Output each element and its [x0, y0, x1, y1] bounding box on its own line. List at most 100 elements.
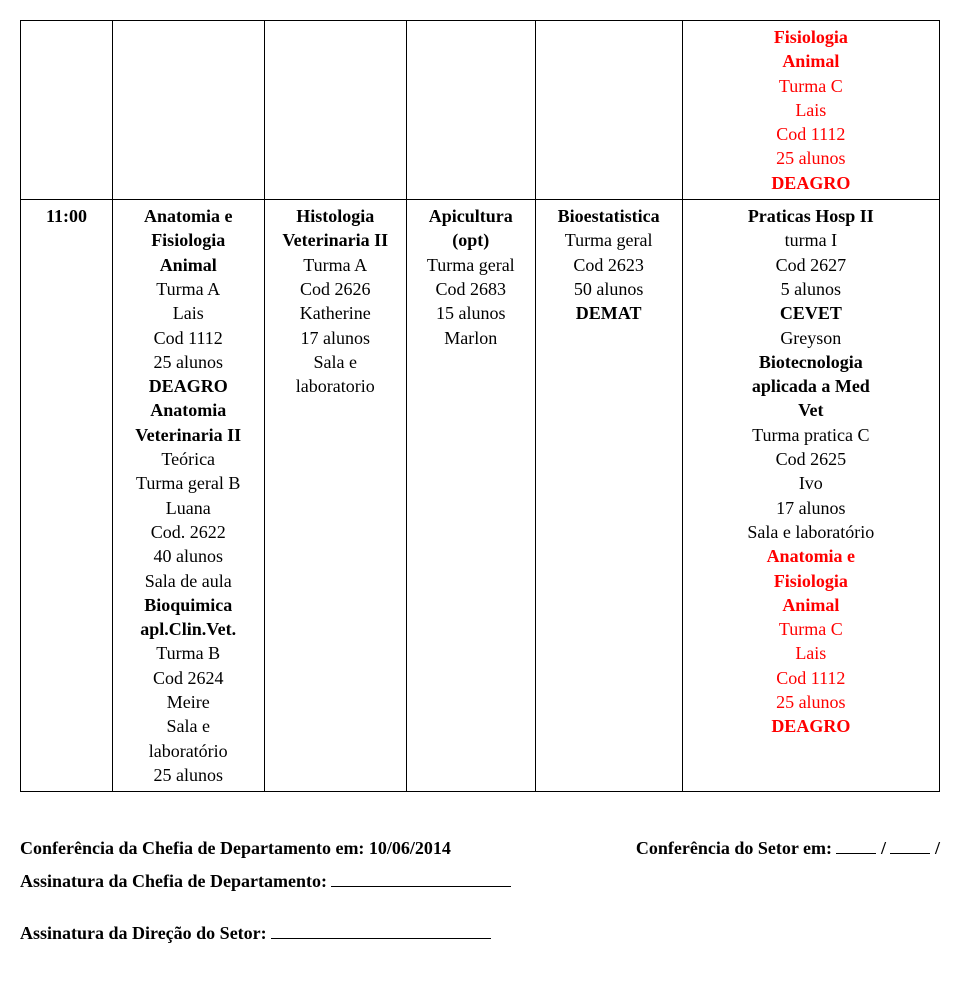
table-row: 11:00 Anatomia e Fisiologia Animal Turma…: [21, 200, 940, 792]
text: 40 alunos: [153, 546, 223, 566]
text: Cod 2624: [153, 668, 224, 688]
text: Bioquimica: [144, 595, 232, 615]
text: Bioestatistica: [558, 206, 660, 226]
text: Animal: [160, 255, 217, 275]
text: Cod 2626: [300, 279, 371, 299]
text: (opt): [452, 230, 489, 250]
text: 25 alunos: [776, 692, 846, 712]
text: Animal: [782, 51, 839, 71]
conf-setor: Conferência do Setor em: / /: [636, 832, 940, 864]
cell-empty: [112, 21, 264, 200]
text: Veterinaria II: [135, 425, 241, 445]
date-field[interactable]: [890, 853, 930, 854]
cell-bioestatistica: Bioestatistica Turma geral Cod 2623 50 a…: [535, 200, 682, 792]
text: Fisiologia: [774, 27, 848, 47]
text: Veterinaria II: [282, 230, 388, 250]
text: Turma geral: [565, 230, 653, 250]
text: Cod 1112: [776, 124, 845, 144]
text: DEAGRO: [771, 716, 850, 736]
assin-chefia-label: Assinatura da Chefia de Departamento:: [20, 871, 327, 891]
date-field[interactable]: [836, 853, 876, 854]
text: 17 alunos: [776, 498, 846, 518]
text: 25 alunos: [153, 352, 223, 372]
cell-empty: [21, 21, 113, 200]
text: 5 alunos: [781, 279, 842, 299]
text: Apicultura: [429, 206, 513, 226]
text: Ivo: [799, 473, 823, 493]
text: Cod 2683: [436, 279, 507, 299]
text: Lais: [173, 303, 204, 323]
text: Turma C: [779, 76, 843, 96]
assin-dir-label: Assinatura da Direção do Setor:: [20, 923, 267, 943]
text: Histologia: [296, 206, 374, 226]
cell-praticas-hosp: Praticas Hosp II turma I Cod 2627 5 alun…: [682, 200, 939, 792]
text: Turma A: [303, 255, 367, 275]
text: Marlon: [444, 328, 497, 348]
text: Turma geral: [427, 255, 515, 275]
text: Meire: [167, 692, 210, 712]
text: apl.Clin.Vet.: [140, 619, 236, 639]
text: Vet: [798, 400, 823, 420]
text: DEAGRO: [149, 376, 228, 396]
text: 17 alunos: [300, 328, 370, 348]
text: DEMAT: [576, 303, 642, 323]
text: CEVET: [780, 303, 842, 323]
text: Sala e: [166, 716, 209, 736]
cell-fisiologia-c: Fisiologia Animal Turma C Lais Cod 1112 …: [682, 21, 939, 200]
text: Anatomia e: [144, 206, 233, 226]
text: Anatomia e: [767, 546, 856, 566]
text: Animal: [782, 595, 839, 615]
cell-apicultura: Apicultura (opt) Turma geral Cod 2683 15…: [406, 200, 535, 792]
text: Turma pratica C: [752, 425, 869, 445]
text: Anatomia: [150, 400, 226, 420]
conf-chefia-label: Conferência da Chefia de Departamento em…: [20, 832, 451, 864]
text: Lais: [795, 100, 826, 120]
text: Fisiologia: [774, 571, 848, 591]
text: Cod 2625: [776, 449, 847, 469]
signature-field[interactable]: [331, 886, 511, 887]
text: Turma B: [156, 643, 220, 663]
text: Cod 1112: [154, 328, 223, 348]
text: 15 alunos: [436, 303, 506, 323]
text: aplicada a Med: [752, 376, 870, 396]
text: Turma geral B: [136, 473, 240, 493]
text: Turma A: [156, 279, 220, 299]
slash: /: [881, 838, 886, 858]
text: Katherine: [300, 303, 371, 323]
text: Praticas Hosp II: [748, 206, 874, 226]
cell-histologia: Histologia Veterinaria II Turma A Cod 26…: [264, 200, 406, 792]
text: Luana: [166, 498, 211, 518]
schedule-table: Fisiologia Animal Turma C Lais Cod 1112 …: [20, 20, 940, 792]
table-row: Fisiologia Animal Turma C Lais Cod 1112 …: [21, 21, 940, 200]
text: Cod 1112: [776, 668, 845, 688]
conf-setor-label: Conferência do Setor em:: [636, 838, 832, 858]
text: Lais: [795, 643, 826, 663]
text: laboratorio: [296, 376, 375, 396]
cell-empty: [264, 21, 406, 200]
text: laboratório: [149, 741, 228, 761]
text: Cod. 2622: [151, 522, 226, 542]
cell-empty: [406, 21, 535, 200]
time-label: 11:00: [46, 206, 87, 226]
text: Cod 2627: [776, 255, 847, 275]
text: Turma C: [779, 619, 843, 639]
text: Teórica: [161, 449, 215, 469]
time-cell: 11:00: [21, 200, 113, 792]
text: Sala e: [313, 352, 356, 372]
cell-anatomia-a: Anatomia e Fisiologia Animal Turma A Lai…: [112, 200, 264, 792]
signature-block: Conferência da Chefia de Departamento em…: [20, 832, 940, 949]
cell-empty: [535, 21, 682, 200]
text: 50 alunos: [574, 279, 644, 299]
text: turma I: [785, 230, 837, 250]
text: 25 alunos: [153, 765, 223, 785]
text: Cod 2623: [573, 255, 644, 275]
text: Sala de aula: [145, 571, 232, 591]
text: Biotecnologia: [759, 352, 863, 372]
text: Greyson: [780, 328, 841, 348]
text: Fisiologia: [151, 230, 225, 250]
text: 25 alunos: [776, 148, 846, 168]
slash: /: [935, 838, 940, 858]
signature-field[interactable]: [271, 938, 491, 939]
text: Sala e laboratório: [747, 522, 874, 542]
text: DEAGRO: [771, 173, 850, 193]
